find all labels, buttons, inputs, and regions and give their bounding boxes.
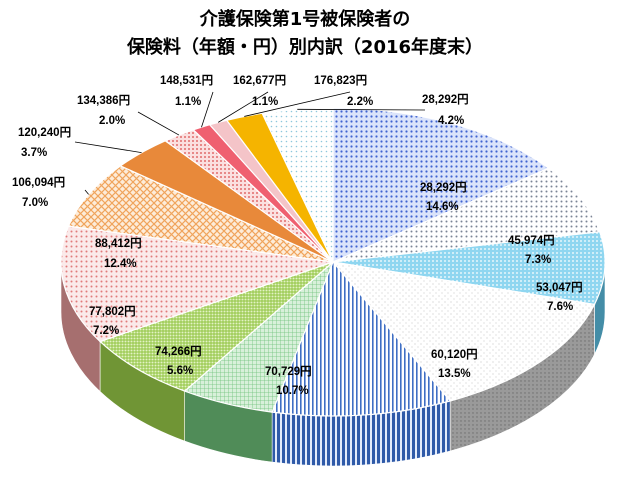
slice-label-percent-6: 5.6% bbox=[167, 365, 193, 377]
slice-label-amount-10: 120,240円 bbox=[18, 126, 71, 139]
pie-slice-5 bbox=[271, 260, 452, 417]
slice-label-percent-13: 1.1% bbox=[252, 96, 278, 108]
slice-label-amount-1: 28,292円 bbox=[420, 181, 467, 194]
slice-label-amount-2: 45,974円 bbox=[508, 234, 555, 247]
slice-label-amount-3: 53,047円 bbox=[536, 281, 583, 294]
pie-slice-8 bbox=[60, 225, 334, 343]
slice-label-amount-15: 28,292円 bbox=[422, 93, 469, 106]
slice-label-amount-5: 70,729円 bbox=[265, 365, 312, 378]
slice-label-amount-6: 74,266円 bbox=[155, 345, 202, 358]
leader-line-15 bbox=[297, 108, 426, 111]
slice-labels: 28,292円 14.6% 45,974円 7.3% 53,047円 7.6% … bbox=[12, 74, 583, 397]
pie-slice-7 bbox=[98, 261, 334, 392]
pie-top-face bbox=[60, 107, 606, 417]
slice-label-percent-7: 7.2% bbox=[93, 325, 119, 337]
slice-label-percent-4: 13.5% bbox=[438, 368, 471, 380]
slice-label-amount-7: 77,802円 bbox=[89, 305, 136, 318]
pie-slice-2 bbox=[332, 167, 601, 263]
slice-label-amount-13: 162,677円 bbox=[233, 74, 286, 87]
slice-label-amount-8: 88,412円 bbox=[95, 237, 142, 250]
slice-label-percent-9: 7.0% bbox=[22, 197, 48, 209]
pie-side-walls bbox=[60, 261, 606, 467]
slice-label-percent-5: 10.7% bbox=[276, 385, 309, 397]
pie-slice-9 bbox=[67, 165, 334, 263]
leader-line-9 bbox=[84, 189, 89, 195]
slice-label-percent-12: 1.1% bbox=[175, 96, 201, 108]
pie-slice-15 bbox=[261, 107, 334, 263]
slice-label-percent-1: 14.6% bbox=[426, 201, 459, 213]
leader-line-13 bbox=[217, 91, 269, 123]
slice-label-percent-10: 3.7% bbox=[21, 147, 47, 159]
chart-title-line-1: 介護保険第1号被保険者の bbox=[199, 8, 411, 30]
slice-label-percent-2: 7.3% bbox=[525, 254, 551, 266]
pie-slice-4 bbox=[331, 261, 596, 402]
slice-label-amount-4: 60,120円 bbox=[431, 348, 478, 361]
slice-label-percent-15: 4.2% bbox=[438, 115, 464, 127]
slice-label-percent-11: 2.0% bbox=[99, 115, 125, 127]
pie-slice-1 bbox=[332, 107, 550, 263]
slice-label-amount-9: 106,094円 bbox=[12, 176, 65, 189]
slice-label-amount-12: 148,531円 bbox=[160, 74, 213, 87]
slice-label-amount-11: 134,386円 bbox=[77, 94, 130, 107]
slice-label-percent-14: 2.2% bbox=[347, 96, 373, 108]
chart-title-line-2: 保険料（年額・円）別内訳（2016年度末） bbox=[126, 36, 483, 58]
slice-label-amount-14: 176,823円 bbox=[314, 74, 367, 87]
leader-line-12 bbox=[201, 91, 214, 128]
leader-line-14 bbox=[244, 91, 351, 117]
slice-label-percent-8: 12.4% bbox=[104, 258, 137, 270]
leader-line-10 bbox=[74, 141, 142, 153]
leader-lines bbox=[74, 91, 426, 195]
slice-label-percent-3: 7.6% bbox=[547, 301, 573, 313]
leader-line-11 bbox=[137, 111, 180, 136]
pie-slice-3 bbox=[332, 231, 606, 306]
